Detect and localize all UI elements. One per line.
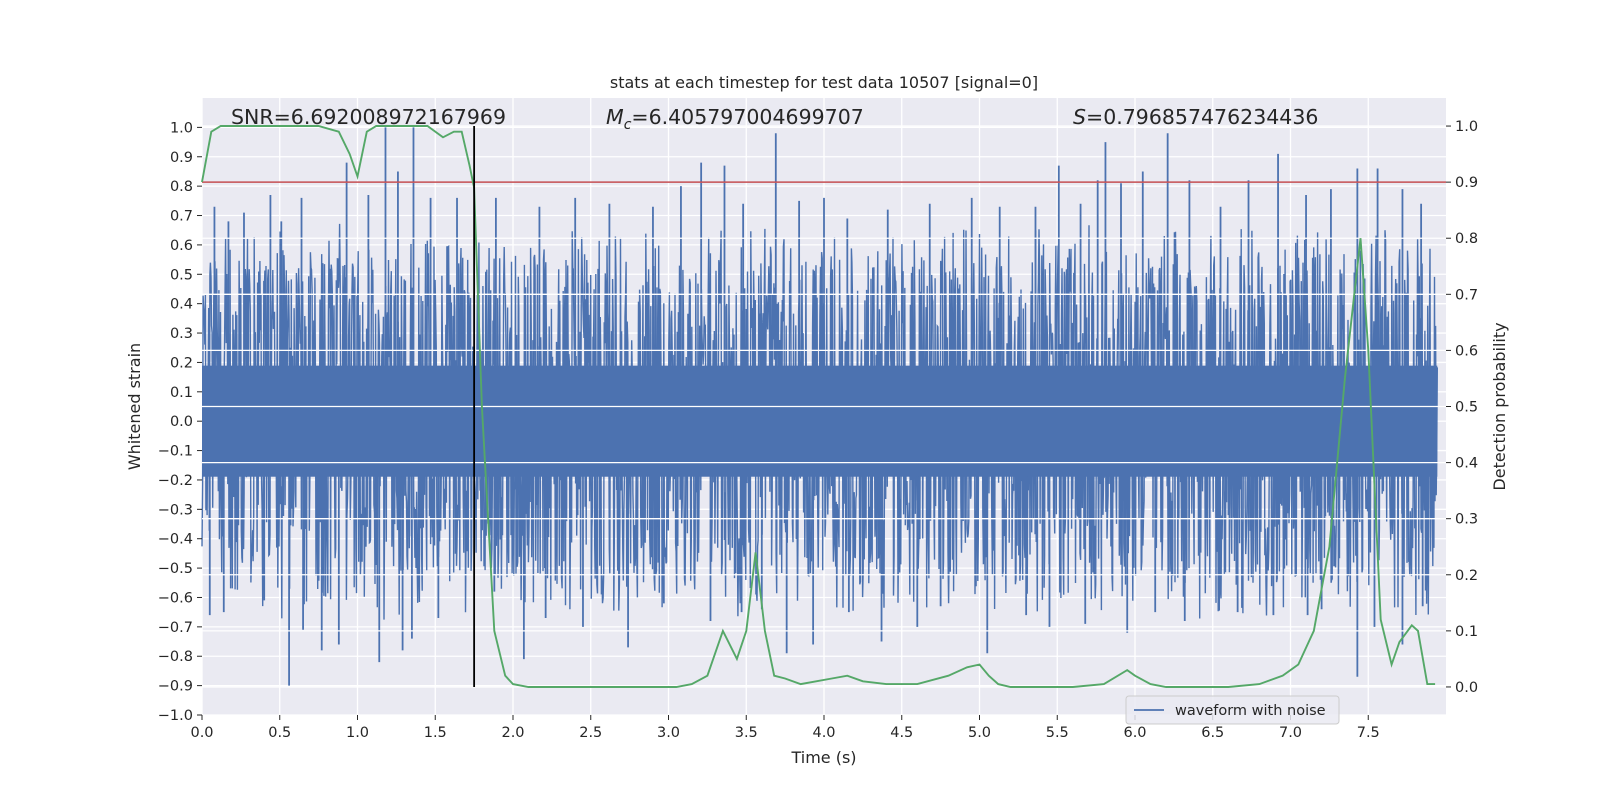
legend-label: waveform with noise <box>1175 703 1326 719</box>
snr-annotation: SNR=6.692008972167969 <box>231 105 506 129</box>
y-left-tick-label: 0.4 <box>170 297 193 313</box>
snr-value: 6.692008972167969 <box>291 105 506 129</box>
y-left-tick-label: −0.4 <box>158 532 193 548</box>
x-tick-label: 3.0 <box>657 725 680 741</box>
s-equals: = <box>1086 105 1103 129</box>
y-left-tick-label: 0.8 <box>170 179 193 195</box>
x-tick-label: 6.5 <box>1201 725 1224 741</box>
x-tick-label: 0.0 <box>190 725 213 741</box>
probability-series <box>201 125 1436 688</box>
y-left-tick-label: 0.7 <box>170 209 193 225</box>
y-left-tick-label: 0.3 <box>170 326 193 342</box>
y-right-tick-label: 0.2 <box>1455 568 1478 584</box>
legend-box <box>1125 695 1340 725</box>
waveform-trace <box>201 223 1438 620</box>
y-left-tick-label: −0.7 <box>158 620 193 636</box>
mc-subscript: c <box>624 117 632 133</box>
mc-annotation: Mc=6.405797004699707 <box>606 105 864 133</box>
y-left-tick-label: −0.2 <box>158 473 193 489</box>
y-right-tick-label: 0.9 <box>1455 175 1478 191</box>
y-right-tick-label: 0.7 <box>1455 287 1478 303</box>
y-right-tick-label: 0.1 <box>1455 624 1478 640</box>
x-tick-label: 7.0 <box>1279 725 1302 741</box>
legend: waveform with noise <box>1125 695 1340 725</box>
x-tick-label: 3.5 <box>735 725 758 741</box>
y-left-tick-label: 0.0 <box>170 414 193 430</box>
axis-ticks: 0.0 0.5 1.0 1.5 2.0 2.5 3.0 3.5 4.0 4.5 5.0 5.5 6.0 6… <box>158 119 1478 741</box>
s-value: 0.796857476234436 <box>1103 105 1318 129</box>
x-tick-label: 6.0 <box>1123 725 1146 741</box>
waveform-dense-band <box>202 365 1438 477</box>
y-left-tick-label: −1.0 <box>158 708 193 724</box>
y-left-tick-label: 1.0 <box>170 120 193 136</box>
x-tick-label: 0.5 <box>268 725 291 741</box>
y-left-tick-label: −0.9 <box>158 679 193 695</box>
y-left-tick-label: −0.1 <box>158 444 193 460</box>
x-tick-label: 2.5 <box>579 725 602 741</box>
y-left-tick-label: −0.8 <box>158 649 193 665</box>
y-right-tick-label: 0.6 <box>1455 343 1478 359</box>
x-tick-label: 4.5 <box>890 725 913 741</box>
y-left-tick-label: 0.1 <box>170 385 193 401</box>
x-tick-label: 1.5 <box>424 725 447 741</box>
y-right-tick-label: 0.8 <box>1455 231 1478 247</box>
x-tick-label: 5.0 <box>968 725 991 741</box>
chart-title: stats at each timestep for test data 105… <box>610 73 1038 92</box>
snr-prefix: SNR= <box>231 105 291 129</box>
x-tick-label: 2.0 <box>501 725 524 741</box>
y-left-tick-label: −0.6 <box>158 590 193 606</box>
x-tick-label: 5.5 <box>1046 725 1069 741</box>
y-axis-right-label: Detection probability <box>1490 322 1509 490</box>
y-left-tick-label: −0.5 <box>158 561 193 577</box>
x-tick-label: 7.5 <box>1357 725 1380 741</box>
y-left-tick-label: −0.3 <box>158 502 193 518</box>
y-right-tick-label: 0.0 <box>1455 680 1478 696</box>
mc-equals: = <box>631 105 648 129</box>
mc-value: 6.405797004699707 <box>649 105 864 129</box>
mc-symbol: M <box>606 105 624 129</box>
y-right-tick-label: 0.3 <box>1455 512 1478 528</box>
x-tick-label: 4.0 <box>812 725 835 741</box>
y-left-tick-label: 0.5 <box>170 267 193 283</box>
y-axis-left-label: Whitened strain <box>125 343 144 470</box>
s-symbol: S <box>1073 105 1086 129</box>
y-left-tick-label: 0.2 <box>170 355 193 371</box>
x-tick-label: 1.0 <box>346 725 369 741</box>
y-left-tick-label: 0.6 <box>170 238 193 254</box>
y-right-tick-label: 0.5 <box>1455 400 1478 416</box>
y-right-tick-label: 1.0 <box>1455 119 1478 135</box>
y-left-tick-label: 0.9 <box>170 150 193 166</box>
x-axis-label: Time (s) <box>790 748 856 767</box>
s-annotation: S=0.796857476234436 <box>1073 105 1318 129</box>
y-right-tick-label: 0.4 <box>1455 456 1478 472</box>
